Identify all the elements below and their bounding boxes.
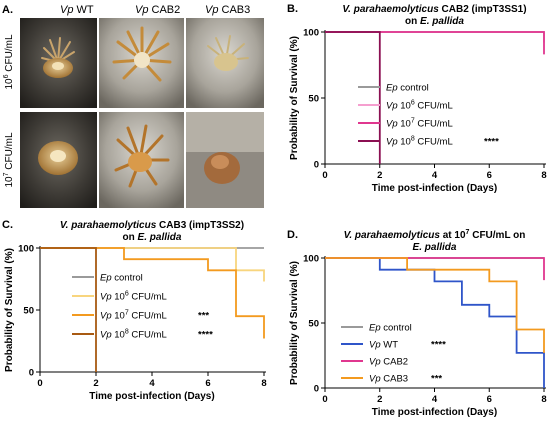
legend-label-0: Ep control	[100, 273, 143, 284]
legend-label-1: Vp WT	[369, 340, 398, 351]
series-line-2	[40, 247, 265, 339]
photo-wt-1e6	[20, 18, 97, 108]
y-tick-label: 50	[308, 94, 319, 105]
panel-label: C.	[2, 219, 13, 231]
series-line-1	[40, 247, 265, 282]
x-tick-label: 2	[377, 394, 382, 405]
legend-label-2: Vp CAB2	[369, 357, 408, 368]
y-tick-label: 0	[29, 368, 34, 379]
x-tick-label: 8	[541, 394, 546, 405]
y-tick-label: 100	[303, 28, 319, 39]
legend-significance-2: ***	[198, 311, 209, 322]
x-axis-label: Time post-infection (Days)	[89, 391, 214, 402]
x-tick-label: 2	[93, 378, 98, 389]
series-line-2	[325, 257, 545, 281]
x-tick-label: 6	[487, 394, 492, 405]
x-tick-label: 8	[541, 170, 546, 181]
photo-cab3-1e6	[186, 18, 264, 108]
x-axis-label: Time post-infection (Days)	[372, 183, 497, 194]
photo-cab2-1e6	[99, 18, 184, 108]
row-label-1e7: 107 CFU/mL	[3, 132, 15, 187]
x-tick-label: 4	[432, 170, 438, 181]
y-tick-label: 100	[303, 254, 319, 265]
series-line-3	[40, 247, 97, 372]
photo-cab2-1e7	[99, 112, 184, 208]
panel-a-label: A.	[2, 4, 13, 16]
legend-label-2: Vp 107 CFU/mL	[100, 310, 167, 322]
photo-cab3-1e7	[186, 112, 264, 208]
chart-title-line1: V. parahaemolyticus at 107 CFU/mL on	[344, 229, 526, 241]
y-tick-label: 50	[23, 306, 34, 317]
legend-label-1: Vp 106 CFU/mL	[386, 100, 453, 112]
legend-label-3: Vp CAB3	[369, 374, 408, 385]
y-axis-label: Probability of Survival (%)	[4, 248, 15, 372]
x-tick-label: 2	[377, 170, 382, 181]
chart-title-line2: on E. pallida	[405, 16, 464, 27]
y-tick-label: 0	[314, 160, 319, 171]
x-axis-label: Time post-infection (Days)	[372, 407, 497, 418]
x-tick-label: 6	[487, 170, 492, 181]
legend-label-3: Vp 108 CFU/mL	[386, 136, 453, 148]
legend-label-2: Vp 107 CFU/mL	[386, 118, 453, 130]
series-line-2	[325, 31, 545, 55]
y-tick-label: 100	[18, 244, 34, 255]
x-tick-label: 0	[322, 170, 327, 181]
series-line-1	[325, 257, 545, 388]
y-tick-label: 0	[314, 384, 319, 395]
photo-wt-1e7	[20, 112, 97, 208]
x-tick-label: 4	[432, 394, 438, 405]
legend-significance-3: ***	[431, 374, 442, 385]
chart-title-line1: V. parahaemolyticus CAB3 (impT3SS2)	[60, 220, 244, 231]
panel-label: D.	[287, 229, 298, 241]
row-label-1e6: 106 CFU/mL	[3, 34, 15, 89]
legend-significance-3: ****	[198, 330, 213, 341]
chart-title-line2: on E. pallida	[123, 232, 182, 243]
legend-label-0: Ep control	[386, 83, 429, 94]
series-line-3	[325, 31, 381, 164]
x-tick-label: 8	[261, 378, 266, 389]
chart-title-line2: E. pallida	[413, 242, 457, 253]
col-header-wt: Vp WT	[60, 4, 94, 16]
chart-title-line1: V. parahaemolyticus CAB2 (impT3SS1)	[342, 4, 526, 15]
x-tick-label: 0	[37, 378, 42, 389]
y-axis-label: Probability of Survival (%)	[289, 261, 300, 385]
svg-text:106 CFU/mL: 106 CFU/mL	[3, 34, 15, 89]
x-tick-label: 6	[205, 378, 210, 389]
panel-a-photo-grid: A. Vp WT Vp CAB2 Vp CAB3 106 CFU/mL 107 …	[2, 4, 264, 208]
legend-significance-1: ****	[431, 340, 446, 351]
legend-label-1: Vp 106 CFU/mL	[100, 291, 167, 303]
series-line-1	[325, 31, 545, 43]
x-tick-label: 0	[322, 394, 327, 405]
legend-label-3: Vp 108 CFU/mL	[100, 329, 167, 341]
y-axis-label: Probability of Survival (%)	[289, 36, 300, 160]
legend-label-0: Ep control	[369, 323, 412, 334]
svg-text:107 CFU/mL: 107 CFU/mL	[3, 132, 15, 187]
y-tick-label: 50	[308, 319, 319, 330]
x-tick-label: 4	[149, 378, 155, 389]
col-header-cab3: Vp CAB3	[205, 4, 250, 16]
panel-label: B.	[287, 3, 298, 15]
legend-significance-3: ****	[484, 137, 499, 148]
col-header-cab2: Vp CAB2	[135, 4, 180, 16]
series-line-3	[325, 257, 545, 353]
